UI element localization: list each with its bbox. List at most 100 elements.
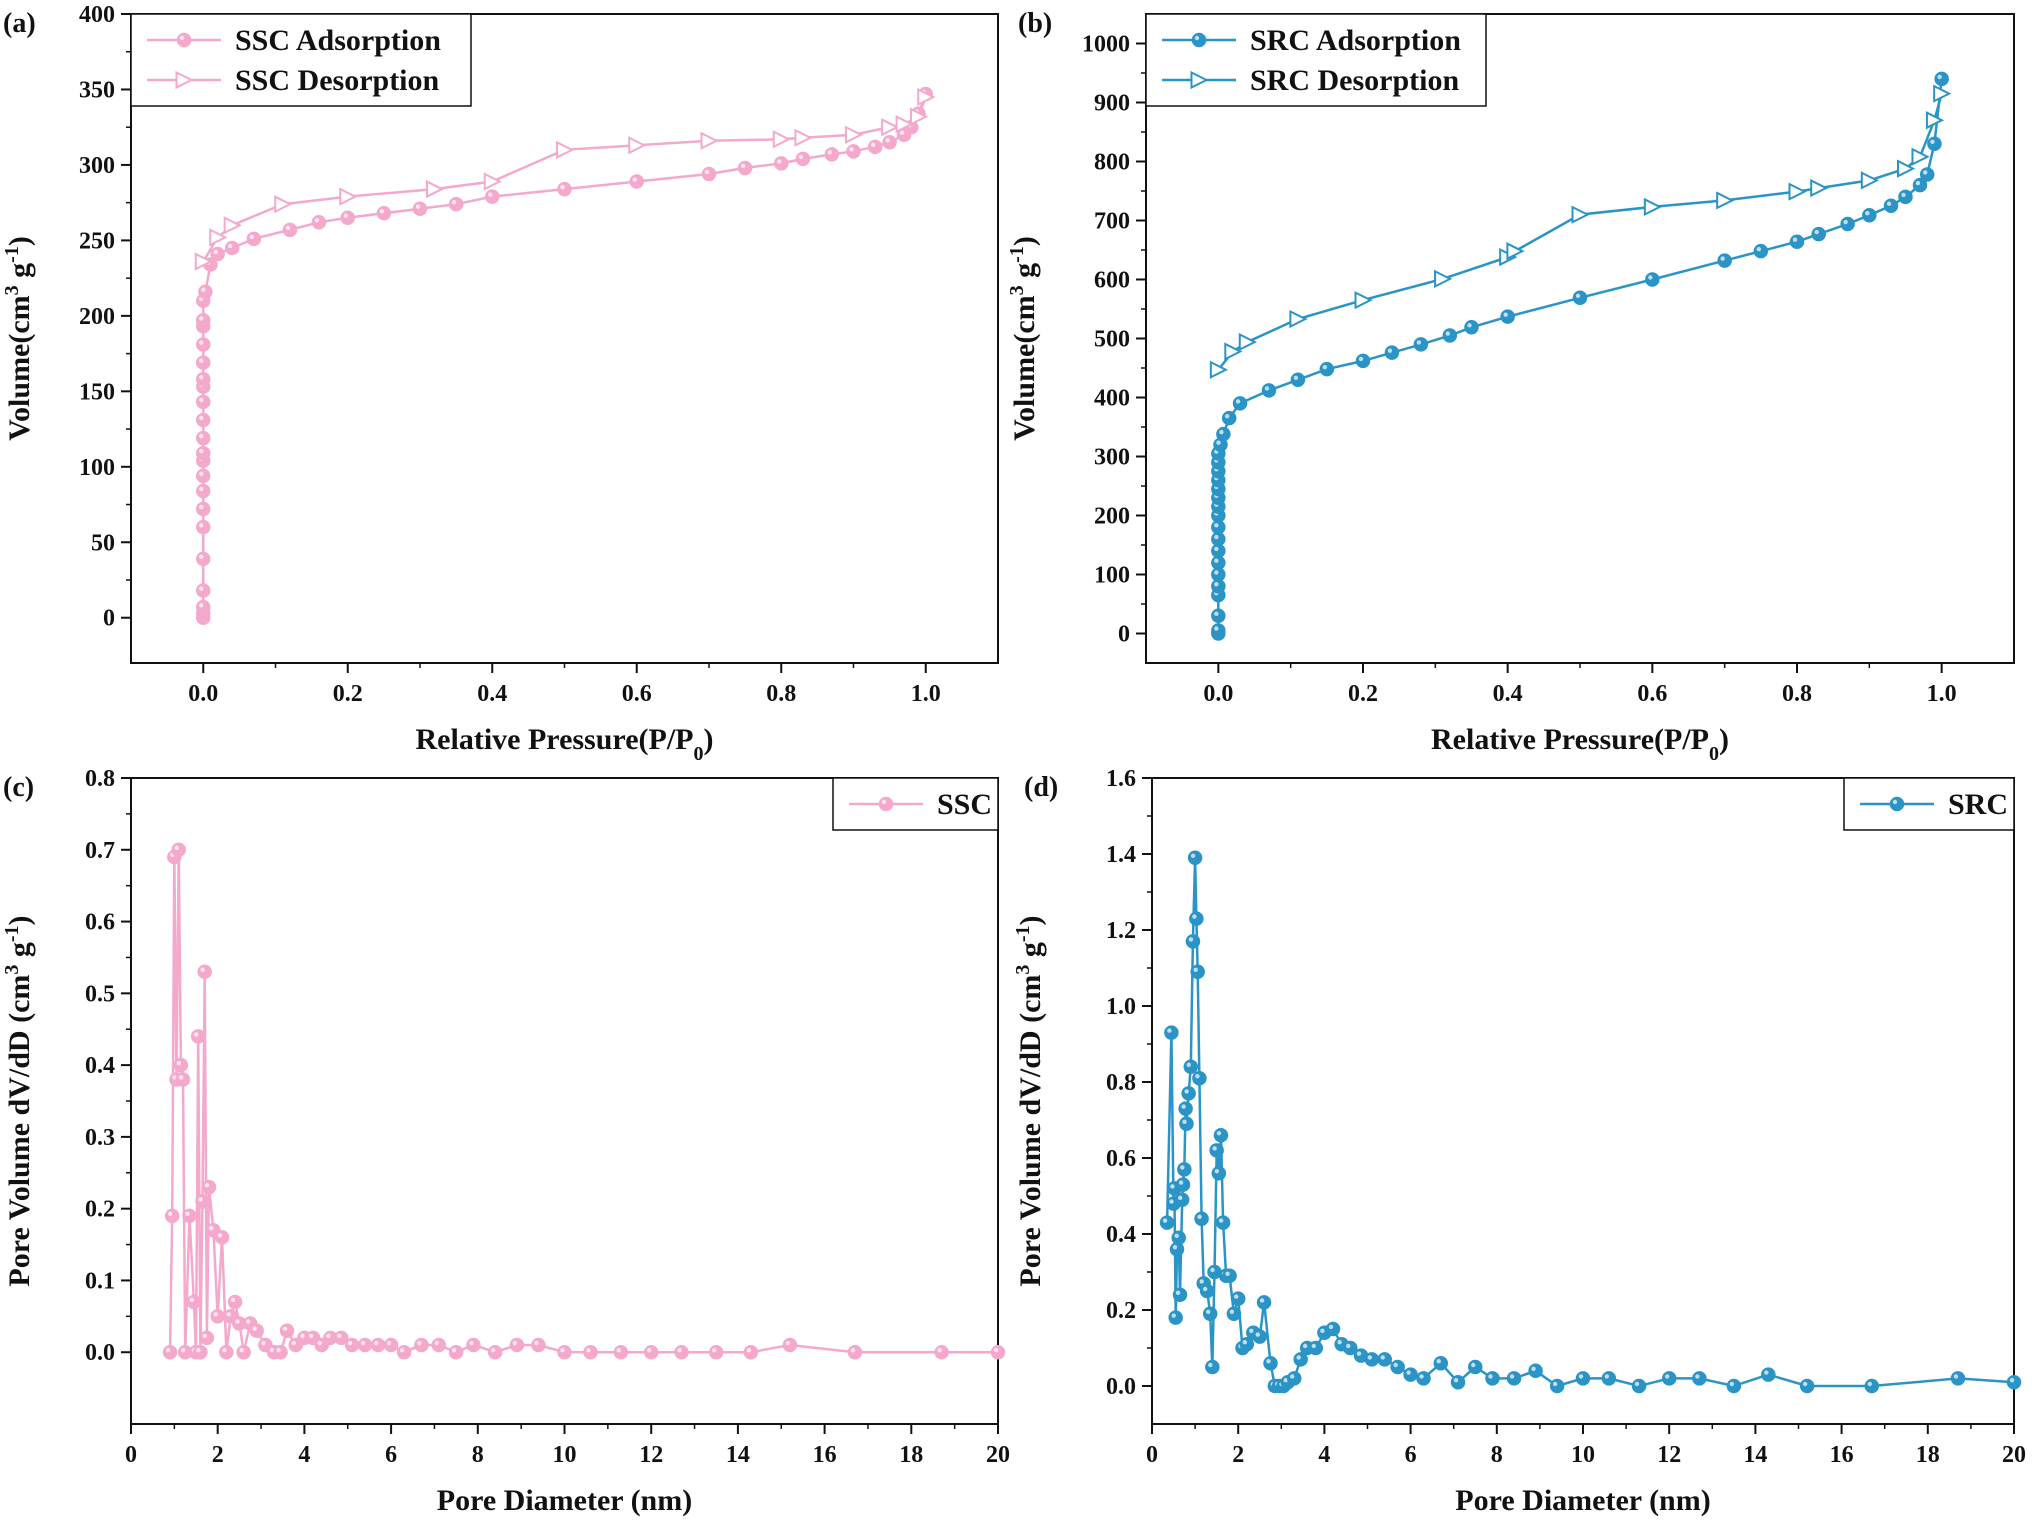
data-point [1232, 396, 1248, 411]
data-point-highlight [1205, 1309, 1211, 1315]
x-tick-label: 16 [1830, 1442, 1854, 1468]
data-point [1175, 1177, 1191, 1192]
data-point-highlight [1695, 1374, 1700, 1379]
data-point [1189, 911, 1204, 926]
series-line [202, 96, 927, 263]
chart-panel-4: (d) 0 2 4 6 8 10 12 14 16 18 20 0.0 0.2 0.4 0.6 0.8 1.0 1.… [1012, 766, 2026, 1517]
data-point-highlight [1865, 210, 1870, 216]
x-tick-label: 8 [472, 1442, 484, 1468]
data-point-highlight [1190, 853, 1196, 858]
data-point [1934, 71, 1949, 87]
data-point-highlight [1802, 1381, 1808, 1387]
data-point-highlight [213, 1312, 218, 1317]
data-point [782, 1337, 798, 1353]
data-point [1354, 291, 1373, 310]
data-point-highlight [1216, 440, 1221, 445]
data-point [737, 160, 753, 176]
data-point [1230, 1291, 1246, 1306]
data-point-highlight [899, 130, 905, 135]
data-point-highlight [193, 1032, 199, 1037]
data-point [175, 1072, 191, 1087]
data-point-highlight [176, 1060, 182, 1066]
data-point-highlight [373, 1340, 379, 1346]
data-point [1571, 205, 1590, 224]
data-point-highlight [185, 1211, 190, 1217]
data-point-highlight [1214, 558, 1219, 563]
data-point [1810, 178, 1829, 198]
data-point-highlight [222, 1348, 227, 1353]
data-point [487, 1344, 503, 1360]
data-point-highlight [1604, 1374, 1610, 1379]
data-point [1384, 345, 1400, 360]
data-point [196, 430, 211, 446]
data-point-highlight [227, 243, 233, 249]
data-point-highlight [1578, 1374, 1584, 1379]
data-point [1468, 1359, 1483, 1375]
data-point-highlight [165, 1348, 171, 1353]
data-point [1898, 189, 1913, 205]
data-point [701, 166, 717, 182]
x-tick-label: 1.0 [911, 681, 941, 707]
data-point [199, 1330, 215, 1346]
data-point [1209, 360, 1229, 379]
data-point-highlight [1953, 1374, 1959, 1379]
data-point-highlight [249, 234, 255, 240]
data-point-highlight [1302, 1343, 1308, 1349]
data-point-highlight [1416, 340, 1422, 345]
data-point [846, 144, 861, 159]
data-point-highlight [415, 204, 421, 209]
data-point [182, 1208, 197, 1224]
data-point [628, 136, 647, 155]
data-point [197, 964, 212, 980]
data-point [1172, 1287, 1188, 1303]
data-point-highlight [199, 433, 204, 439]
data-point [1211, 543, 1226, 559]
data-point [1202, 1306, 1218, 1322]
data-point [227, 1294, 243, 1310]
data-point-highlight [1184, 1089, 1189, 1094]
data-point-highlight [386, 1340, 392, 1346]
data-point [1506, 242, 1525, 261]
data-point-highlight [399, 1348, 405, 1353]
data-point-highlight [1266, 1359, 1271, 1364]
data-point-highlight [1219, 429, 1224, 435]
data-point-highlight [1214, 523, 1219, 528]
data-point-highlight [1178, 1180, 1184, 1185]
data-point [236, 1344, 251, 1360]
panel-label: (a) [3, 8, 36, 39]
legend-marker-highlight [1194, 35, 1200, 41]
data-point-highlight [1886, 201, 1892, 206]
data-point [209, 228, 228, 247]
x-tick-label: 8 [1491, 1442, 1503, 1468]
y-tick-label: 400 [79, 2, 115, 28]
y-tick-label: 900 [1094, 91, 1130, 117]
data-point [1726, 1378, 1742, 1394]
y-tick-label: 150 [79, 379, 115, 405]
data-point [1168, 1310, 1183, 1325]
y-tick-label: 0 [103, 606, 115, 632]
data-point-highlight [199, 602, 204, 608]
data-point-highlight [647, 1348, 652, 1353]
data-point [1190, 964, 1205, 980]
data-point-highlight [261, 1340, 266, 1346]
data-point-highlight [1214, 626, 1219, 631]
data-point-highlight [1720, 256, 1725, 261]
data-point [214, 1230, 230, 1245]
data-point [186, 1294, 202, 1310]
data-point-highlight [1322, 364, 1328, 370]
series-ssc-adsorption [196, 86, 933, 625]
data-point-highlight [1328, 1324, 1334, 1330]
plot-frame [130, 13, 999, 664]
x-tick-label: 0.6 [622, 681, 652, 707]
data-point [910, 107, 929, 126]
data-point [1753, 243, 1769, 259]
y-tick-label: 0.6 [85, 910, 115, 936]
data-point-highlight [1208, 1362, 1213, 1368]
data-point [1171, 1230, 1186, 1246]
data-point-highlight [1174, 1233, 1179, 1239]
data-point [196, 337, 211, 352]
data-point-highlight [252, 1326, 257, 1331]
data-point-highlight [1290, 1374, 1295, 1379]
data-point-highlight [827, 150, 833, 155]
data-point [1862, 207, 1877, 223]
